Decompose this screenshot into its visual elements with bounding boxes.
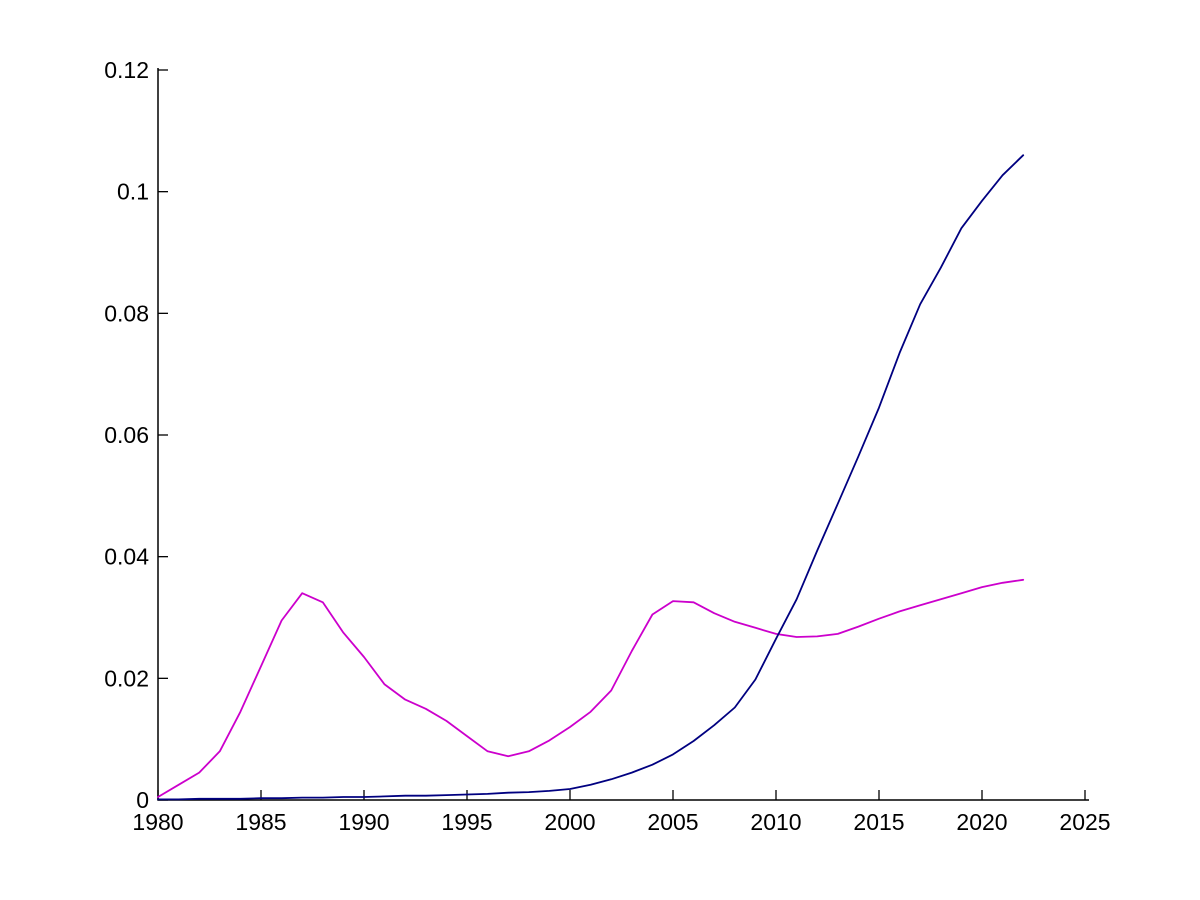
x-tick-label: 2020	[956, 809, 1007, 835]
plot-area: 0 0.02 0.04 0.06 0.08 0.1 0.12 1980 1985 1990 1995…	[104, 57, 1110, 835]
y-tick-label: 0.02	[104, 665, 149, 691]
y-tick-label: 0.04	[104, 544, 149, 570]
x-tick-label: 1980	[132, 809, 183, 835]
x-tick-label: 2005	[647, 809, 698, 835]
x-tick-label: 2010	[750, 809, 801, 835]
axes-line	[157, 68, 1089, 801]
x-tick-label: 1990	[338, 809, 389, 835]
x-tick-label: 2025	[1059, 809, 1110, 835]
y-tick-label: 0	[136, 787, 149, 813]
x-tick-label: 1995	[441, 809, 492, 835]
series-line-navy	[157, 154, 1025, 801]
y-tick-label: 0.06	[104, 422, 149, 448]
series-line-magenta	[157, 578, 1025, 798]
y-tick-label: 0.08	[104, 300, 149, 326]
x-tick-label: 2000	[544, 809, 595, 835]
x-tick-label: 1985	[235, 809, 286, 835]
y-tick-label: 0.1	[117, 179, 149, 205]
y-tick-label: 0.12	[104, 57, 149, 83]
x-tick-label: 2015	[853, 809, 904, 835]
